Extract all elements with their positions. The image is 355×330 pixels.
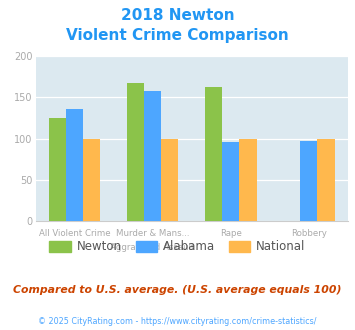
Text: Aggravated Assault: Aggravated Assault xyxy=(110,243,195,251)
Bar xyxy=(49,118,66,221)
Bar xyxy=(127,83,144,221)
Bar xyxy=(317,139,335,221)
Bar xyxy=(83,139,100,221)
Bar xyxy=(239,139,257,221)
Bar xyxy=(222,142,239,221)
Text: Robbery: Robbery xyxy=(291,229,327,238)
Bar xyxy=(144,91,161,221)
Text: Compared to U.S. average. (U.S. average equals 100): Compared to U.S. average. (U.S. average … xyxy=(13,285,342,295)
Text: Violent Crime Comparison: Violent Crime Comparison xyxy=(66,28,289,43)
Text: Rape: Rape xyxy=(220,229,242,238)
Bar xyxy=(205,87,222,221)
Text: All Violent Crime: All Violent Crime xyxy=(39,229,110,238)
Bar xyxy=(161,139,179,221)
Text: © 2025 CityRating.com - https://www.cityrating.com/crime-statistics/: © 2025 CityRating.com - https://www.city… xyxy=(38,317,317,326)
Legend: Newton, Alabama, National: Newton, Alabama, National xyxy=(45,236,310,258)
Bar xyxy=(66,109,83,221)
Bar xyxy=(300,141,317,221)
Text: 2018 Newton: 2018 Newton xyxy=(121,8,234,23)
Text: Murder & Mans...: Murder & Mans... xyxy=(116,229,190,238)
